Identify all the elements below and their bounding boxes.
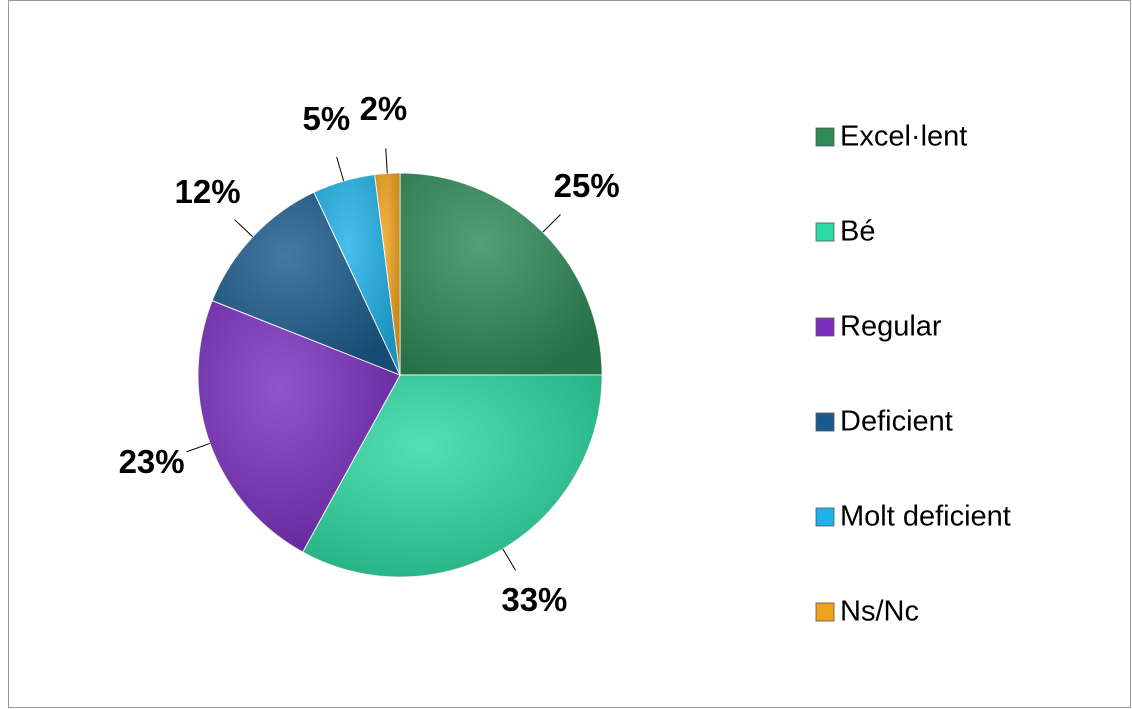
legend-label: Molt deficient <box>840 501 1011 533</box>
data-label: 2% <box>360 90 408 127</box>
leader-line <box>502 548 516 571</box>
legend-swatch <box>815 507 835 527</box>
legend-label: Excel·lent <box>840 121 967 153</box>
leader-line <box>542 214 561 233</box>
legend-label: Deficient <box>840 406 953 438</box>
legend-swatch <box>815 602 835 622</box>
legend-swatch <box>815 412 835 432</box>
leader-line <box>385 148 388 174</box>
data-label: 12% <box>175 173 241 210</box>
legend-label: Ns/Nc <box>840 596 919 628</box>
data-label: 5% <box>302 100 350 137</box>
legend-swatch <box>815 317 835 337</box>
legend-label: Regular <box>840 311 942 343</box>
leader-line <box>336 156 345 182</box>
legend-swatch <box>815 222 835 242</box>
leader-line <box>186 442 211 453</box>
data-label: 33% <box>501 581 567 618</box>
data-label: 23% <box>119 443 185 480</box>
legend-label: Bé <box>840 216 875 248</box>
legend-swatch <box>815 127 835 147</box>
data-label: 25% <box>554 167 620 204</box>
leader-line <box>234 219 254 238</box>
